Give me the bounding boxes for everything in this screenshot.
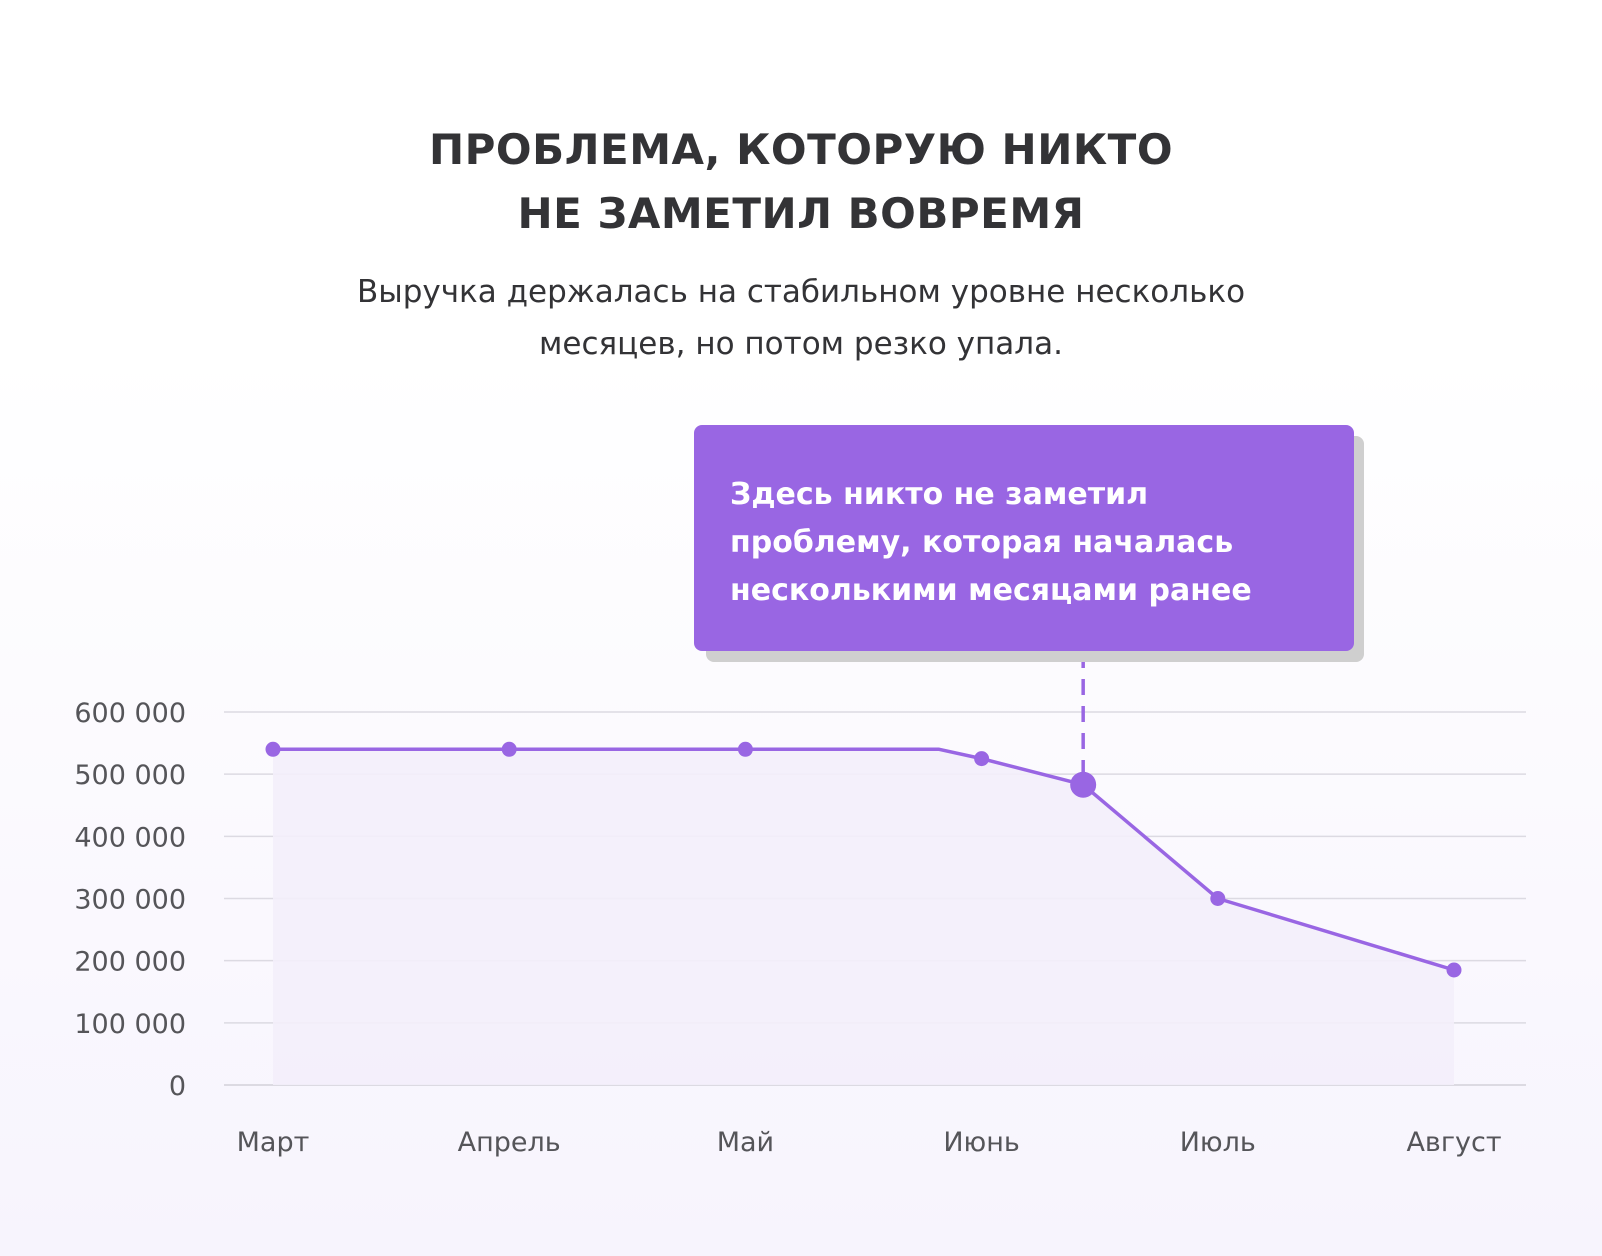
- annotation-line-2: проблему, которая началась: [730, 525, 1234, 560]
- x-tick-label: Май: [717, 1127, 774, 1158]
- chart-title-line-1: ПРОБЛЕМА, КОТОРУЮ НИКТО: [428, 125, 1174, 174]
- y-tick-label: 600 000: [74, 698, 186, 729]
- series-markers: [265, 741, 1462, 978]
- data-point: [737, 741, 753, 757]
- area-shape: [273, 749, 1454, 1085]
- chart-title: ПРОБЛЕМА, КОТОРУЮ НИКТО НЕ ЗАМЕТИЛ ВОВРЕ…: [0, 118, 1602, 246]
- y-tick-label: 300 000: [74, 885, 186, 916]
- area-fill: [273, 749, 1454, 1085]
- chart-subtitle-line-1: Выручка держалась на стабильном уровне н…: [356, 274, 1246, 310]
- data-point: [1210, 891, 1226, 906]
- x-axis-tick-labels: Март Апрель Май Июнь Июль Август: [237, 1127, 1502, 1158]
- y-tick-label: 100 000: [74, 1009, 186, 1040]
- chart-subtitle: Выручка держалась на стабильном уровне н…: [0, 266, 1602, 370]
- y-tick-label: 500 000: [74, 760, 186, 791]
- y-tick-label: 200 000: [74, 947, 186, 978]
- annotation-line-1: Здесь никто не заметил: [730, 477, 1149, 512]
- x-tick-label: Апрель: [458, 1127, 561, 1158]
- series-polyline: [271, 747, 1456, 972]
- y-axis-tick-labels: 600 000 500 000 400 000 300 000 200 000 100 0…: [74, 698, 186, 1102]
- x-tick-label: Март: [237, 1127, 310, 1158]
- y-tick-label: 400 000: [74, 822, 186, 853]
- annotation-text: Здесь никто не заметил проблему, которая…: [730, 471, 1318, 615]
- x-tick-label: Июнь: [943, 1127, 1020, 1158]
- data-point: [501, 741, 517, 757]
- chart-title-line-2: НЕ ЗАМЕТИЛ ВОВРЕМЯ: [517, 189, 1085, 238]
- data-point: [974, 751, 990, 767]
- annotation-callout: Здесь никто не заметил проблему, которая…: [694, 425, 1354, 651]
- x-tick-label: Август: [1406, 1127, 1501, 1158]
- x-tick-label: Июль: [1180, 1127, 1256, 1158]
- y-tick-label: 0: [169, 1071, 186, 1102]
- series-line: [271, 747, 1456, 972]
- chart-subtitle-line-2: месяцев, но потом резко упала.: [539, 326, 1063, 362]
- annotation-line-3: несколькими месяцами ранее: [730, 573, 1252, 608]
- data-point: [1446, 962, 1462, 978]
- highlight-point: [1070, 771, 1097, 798]
- data-point: [265, 741, 281, 757]
